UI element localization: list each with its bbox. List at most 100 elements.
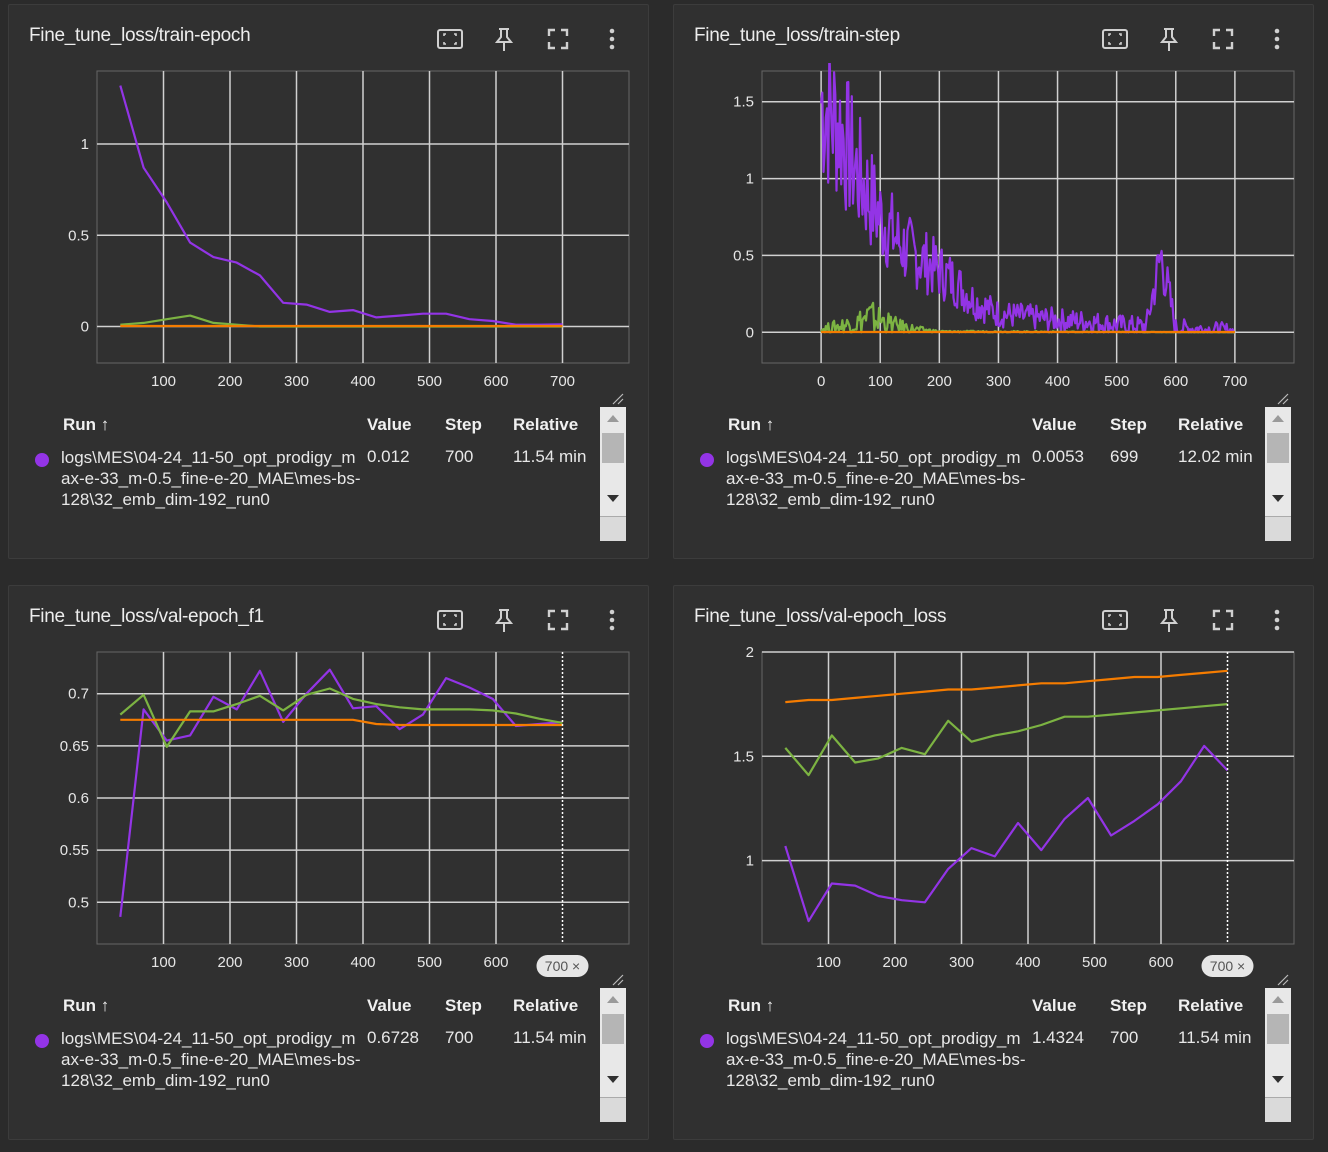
col-header-relative[interactable]: Relative [513, 996, 579, 1015]
resize-grip-icon[interactable] [1265, 516, 1291, 541]
col-header-value[interactable]: Value [367, 415, 412, 434]
col-header-value[interactable]: Value [1032, 415, 1077, 434]
more-vert-icon [609, 28, 615, 50]
cursor-chip[interactable] [1201, 955, 1254, 977]
scalar-card: Fine_tune_loss/val-epoch_f1 [8, 585, 649, 1140]
y-tick-label: 0.5 [68, 227, 89, 244]
scroll-thumb[interactable] [1267, 433, 1289, 463]
y-tick-label: 1.5 [733, 94, 754, 111]
scroll-thumb[interactable] [1267, 1014, 1289, 1044]
scroll-thumb[interactable] [602, 433, 624, 463]
more-options-button[interactable] [592, 19, 632, 59]
fullscreen-button[interactable] [538, 600, 578, 640]
col-header-relative[interactable]: Relative [513, 415, 579, 434]
col-header-step[interactable]: Step [1110, 415, 1147, 434]
y-tick-label: 0.7 [68, 686, 89, 703]
table-scrollbar[interactable] [1265, 407, 1291, 541]
col-header-relative[interactable]: Relative [1178, 996, 1244, 1015]
run-step: 699 [1110, 447, 1139, 466]
fit-to-data-button[interactable] [1095, 600, 1135, 640]
resize-handle-icon[interactable] [612, 393, 624, 405]
x-tick-label: 300 [284, 954, 309, 971]
resize-grip-icon[interactable] [600, 516, 626, 541]
x-tick-label: 600 [483, 954, 508, 971]
x-tick-label: 300 [949, 954, 974, 971]
cursor-label: 700 × [1210, 958, 1245, 974]
run-value: 0.0053 [1032, 447, 1084, 466]
x-tick-label: 100 [868, 373, 893, 390]
resize-grip-icon[interactable] [1265, 1097, 1291, 1122]
x-tick-label: 500 [417, 373, 442, 390]
more-options-button[interactable] [592, 600, 632, 640]
line-chart[interactable]: 0 100 200 300 400 500 600 700 0 0.5 1 1.5 [674, 63, 1314, 403]
fit-to-data-button[interactable] [1095, 19, 1135, 59]
x-tick-label: 400 [350, 954, 375, 971]
run-color-swatch[interactable] [700, 1034, 714, 1048]
scroll-up-icon[interactable] [607, 415, 619, 422]
scroll-down-icon[interactable] [607, 495, 619, 502]
y-tick-label: 0.5 [733, 247, 754, 264]
y-tick-label: 1 [746, 853, 754, 870]
col-header-run[interactable]: Run ↑ [63, 996, 110, 1015]
resize-grip-icon[interactable] [600, 1097, 626, 1122]
fullscreen-button[interactable] [1203, 600, 1243, 640]
pin-button[interactable] [484, 600, 524, 640]
resize-handle-icon[interactable] [1277, 974, 1289, 986]
col-header-step[interactable]: Step [445, 996, 482, 1015]
y-tick-label: 0.5 [68, 894, 89, 911]
line-chart[interactable]: 100 200 300 400 500 600 1 1.5 2 700 × [674, 644, 1314, 984]
series-line [784, 703, 1228, 777]
scroll-down-icon[interactable] [1272, 495, 1284, 502]
pin-button[interactable] [1149, 600, 1189, 640]
y-tick-label: 0 [81, 319, 89, 336]
col-header-step[interactable]: Step [445, 415, 482, 434]
resize-handle-icon[interactable] [1277, 393, 1289, 405]
table-scrollbar[interactable] [600, 988, 626, 1122]
col-header-step[interactable]: Step [1110, 996, 1147, 1015]
table-scrollbar[interactable] [600, 407, 626, 541]
run-color-swatch[interactable] [35, 1034, 49, 1048]
more-vert-icon [609, 609, 615, 631]
pin-icon [1159, 28, 1179, 51]
col-header-run[interactable]: Run ↑ [728, 996, 775, 1015]
more-vert-icon [1274, 609, 1280, 631]
scroll-up-icon[interactable] [1272, 415, 1284, 422]
x-tick-label: 200 [217, 954, 242, 971]
scroll-down-icon[interactable] [607, 1076, 619, 1083]
fullscreen-button[interactable] [538, 19, 578, 59]
x-tick-label: 400 [1045, 373, 1070, 390]
cursor-chip[interactable] [536, 955, 589, 977]
more-vert-icon [1274, 28, 1280, 50]
line-chart[interactable]: 100 200 300 400 500 600 700 0 0.5 1 [9, 63, 649, 403]
more-options-button[interactable] [1257, 19, 1297, 59]
series-line [119, 85, 563, 326]
series-line [784, 744, 1229, 923]
table-scrollbar[interactable] [1265, 988, 1291, 1122]
scroll-up-icon[interactable] [1272, 996, 1284, 1003]
fit-to-data-button[interactable] [430, 600, 470, 640]
run-value: 1.4324 [1032, 1028, 1084, 1047]
col-header-value[interactable]: Value [1032, 996, 1077, 1015]
x-tick-label: 200 [927, 373, 952, 390]
more-options-button[interactable] [1257, 600, 1297, 640]
x-tick-label: 500 [417, 954, 442, 971]
col-header-value[interactable]: Value [367, 996, 412, 1015]
x-tick-label: 200 [217, 373, 242, 390]
scroll-down-icon[interactable] [1272, 1076, 1284, 1083]
pin-icon [494, 28, 514, 51]
scroll-thumb[interactable] [602, 1014, 624, 1044]
run-color-swatch[interactable] [35, 453, 49, 467]
pin-button[interactable] [1149, 19, 1189, 59]
resize-handle-icon[interactable] [612, 974, 624, 986]
x-tick-label: 100 [816, 954, 841, 971]
fit-to-data-button[interactable] [430, 19, 470, 59]
y-tick-label: 0.6 [68, 790, 89, 807]
col-header-relative[interactable]: Relative [1178, 415, 1244, 434]
pin-button[interactable] [484, 19, 524, 59]
fullscreen-button[interactable] [1203, 19, 1243, 59]
line-chart[interactable]: 100 200 300 400 500 600 0.5 0.55 0.6 0.65 0.7 700 × [9, 644, 649, 984]
run-color-swatch[interactable] [700, 453, 714, 467]
col-header-run[interactable]: Run ↑ [728, 415, 775, 434]
scroll-up-icon[interactable] [607, 996, 619, 1003]
col-header-run[interactable]: Run ↑ [63, 415, 110, 434]
